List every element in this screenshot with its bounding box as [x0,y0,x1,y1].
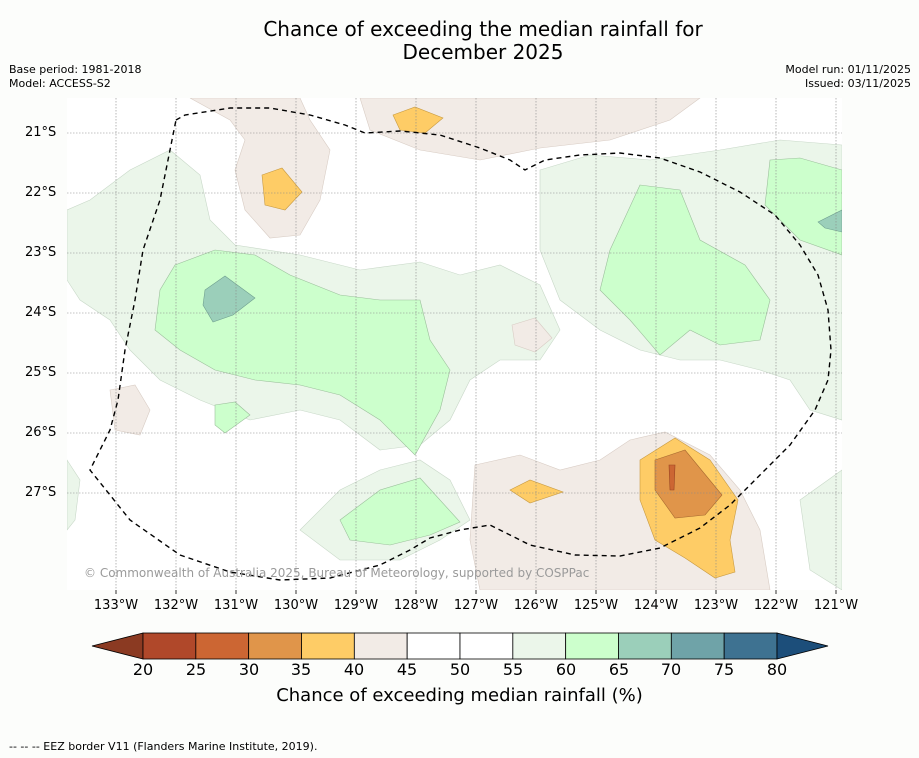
lat-label: 21°S [25,125,57,140]
lon-label: 130°W [273,598,319,613]
region-35-40-south [509,479,564,504]
colorbar-bin [195,632,250,660]
colorbar-high-arrow [776,632,829,660]
colorbar-bin [353,632,408,660]
colorbar-bin [565,632,619,660]
lat-label: 26°S [25,425,57,440]
colorbar-bin [142,632,197,660]
base-period: Base period: 1981-2018 [9,63,142,76]
lon-label: 126°W [513,598,559,613]
region-40-45-top [359,98,701,161]
lon-label: 123°W [693,598,739,613]
region-40-45-sw [109,384,151,436]
eez-border [89,107,832,581]
colorbar-label: Chance of exceeding median rainfall (%) [276,685,643,706]
colorbar-bin [301,632,355,660]
region-35-40-north [392,106,444,134]
colorbar-tick: 65 [608,660,630,679]
map-title: Chance of exceeding the median rainfall … [0,18,919,64]
colorbar-bins [142,632,778,660]
lon-label: 125°W [573,598,619,613]
colorbar-tick: 25 [185,660,207,679]
lon-label: 133°W [93,598,139,613]
colorbar-low-arrow [91,632,144,660]
map-field [67,98,842,590]
lat-label: 24°S [25,305,57,320]
lon-label: 132°W [153,598,199,613]
colorbar-tick: 70 [660,660,682,679]
region-55-60-sw [67,459,81,531]
copyright-notice: © Commonwealth of Australia 2025, Bureau… [84,566,590,580]
lon-label: 131°W [213,598,259,613]
lat-label: 25°S [25,365,57,380]
colorbar-bin [618,632,672,660]
lon-label: 121°W [813,598,859,613]
axis-ticks [115,590,837,594]
colorbar-bin [248,632,302,660]
run-info: Model run: 01/11/2025 Issued: 03/11/2025 [785,63,911,91]
colorbar-tick: 40 [343,660,365,679]
lat-label: 27°S [25,485,57,500]
lon-label: 128°W [393,598,439,613]
issued-date: Issued: 03/11/2025 [804,77,911,90]
region-40-45-mid [511,317,553,353]
colorbar-bin [459,632,514,660]
title-line-1: Chance of exceeding the median rainfall … [263,17,703,41]
lat-label: 23°S [25,245,57,260]
model-run-date: Model run: 01/11/2025 [785,63,911,76]
lat-label: 22°S [25,185,57,200]
lon-label: 129°W [333,598,379,613]
colorbar-tick: 80 [766,660,788,679]
model-name: Model: ACCESS-S2 [9,77,111,90]
region-60-65-small [214,401,251,434]
colorbar-tick: 30 [238,660,260,679]
model-info: Base period: 1981-2018 Model: ACCESS-S2 [9,63,141,91]
title-line-2: December 2025 [402,40,564,64]
eez-legend-note: -- -- -- EEZ border V11 (Flanders Marine… [9,740,318,753]
region-65-70-west [202,275,256,323]
colorbar-tick: 20 [132,660,154,679]
region-60-65-east [599,184,771,356]
region-60-65-south [339,477,461,546]
colorbar-tick: 75 [713,660,735,679]
region-25-30-se [668,464,676,491]
lon-label: 124°W [633,598,679,613]
colorbar-tick: 60 [555,660,577,679]
region-35-40-nw [261,167,303,211]
colorbar-tick: 55 [502,660,524,679]
colorbar-tick: 35 [290,660,312,679]
colorbar-bin [406,632,461,660]
grid-lines [67,98,842,590]
region-55-60-se [799,469,842,590]
colorbar-bin [723,632,778,660]
colorbar-tick: 45 [396,660,418,679]
colorbar-bin [670,632,725,660]
lon-label: 127°W [453,598,499,613]
lon-label: 122°W [753,598,799,613]
region-60-65-ne [764,157,842,256]
colorbar-bin [512,632,567,660]
colorbar-tick: 50 [449,660,471,679]
